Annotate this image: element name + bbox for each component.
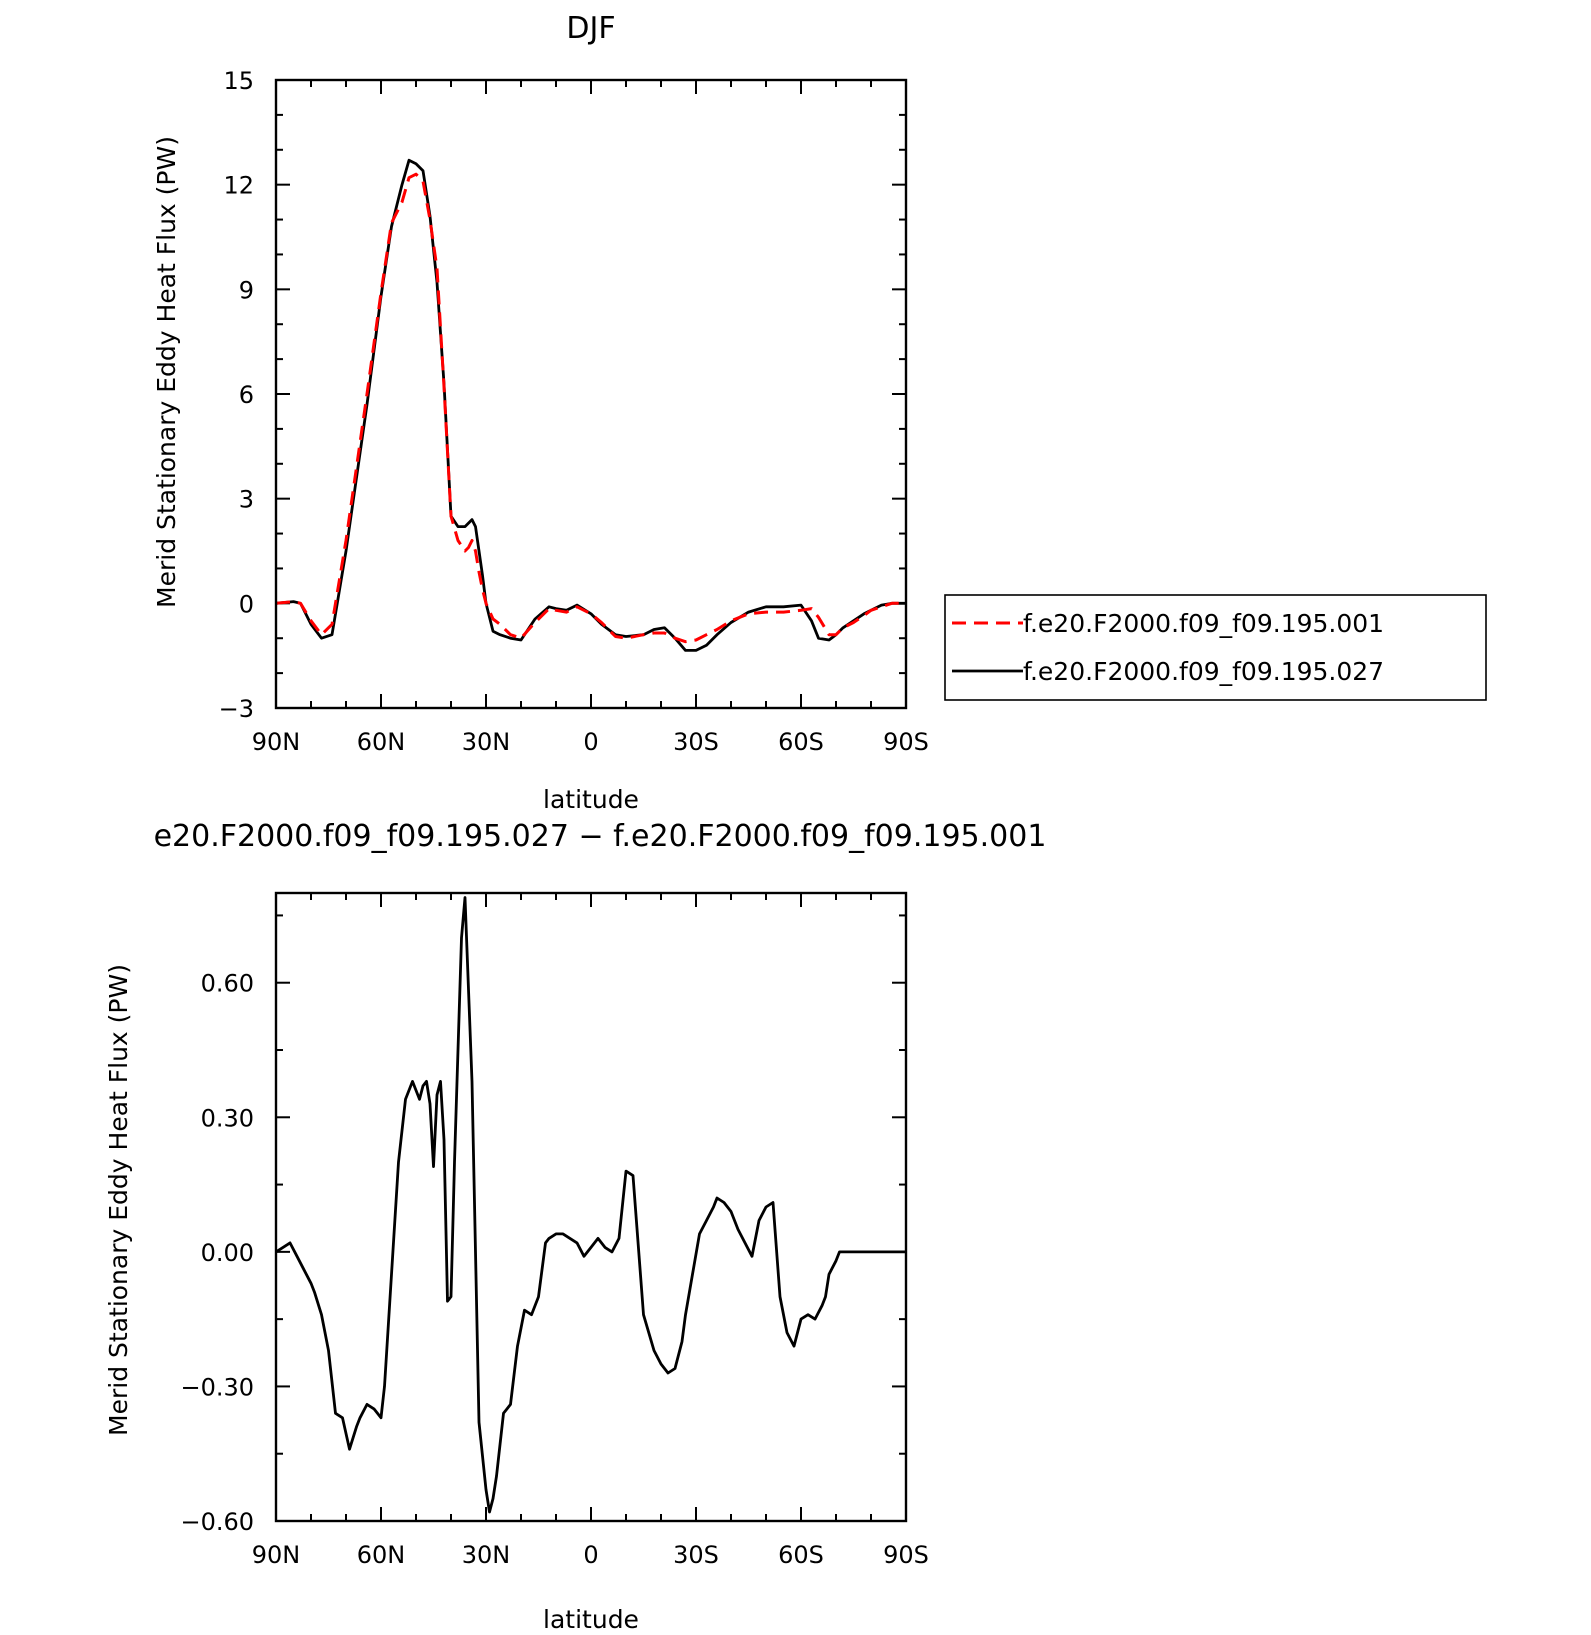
top-x-tick-label: 90N [252,728,301,756]
top-y-tick-label: 0 [239,590,254,618]
top-y-tick-label: 12 [223,172,254,200]
bottom-y-tick-label: 0.60 [201,970,254,998]
bottom-x-axis-label: latitude [543,1605,639,1634]
bottom-series-lines [275,896,906,1514]
top-x-tick-label: 30S [673,728,719,756]
bottom-series-line-0 [275,896,906,1514]
top-chart-title: DJF [566,11,615,46]
bottom-x-tick-label: 30S [673,1541,719,1569]
legend-box [944,594,1487,701]
top-axis-ticks: 90N 60N 30N 0 30S 60S 90S −3 0 3 6 9 12 15 [219,67,929,756]
top-y-tick-label: 9 [239,276,254,304]
legend-label-001: f.e20.F2000.f09_f09.195.001 [1023,609,1384,638]
legend-label-027: f.e20.F2000.f09_f09.195.027 [1023,657,1384,686]
top-y-tick-label: 6 [239,381,254,409]
top-x-tick-label: 60N [357,728,406,756]
bottom-x-tick-label: 30N [462,1541,511,1569]
top-y-tick-label: −3 [219,695,254,723]
bottom-y-tick-label: −0.60 [180,1508,254,1536]
top-x-tick-label: 0 [583,728,598,756]
top-panel: DJF Merid Stationary Eddy Heat Flux (PW)… [152,11,1487,814]
bottom-x-tick-label: 60S [778,1541,824,1569]
bottom-panel: e20.F2000.f09_f09.195.027 − f.e20.F2000.… [104,819,1046,1634]
top-series-line-1 [275,158,906,652]
bottom-y-tick-label: −0.30 [180,1373,254,1401]
top-y-tick-label: 15 [223,67,254,95]
bottom-x-tick-label: 90S [883,1541,929,1569]
bottom-x-tick-label: 0 [583,1541,598,1569]
bottom-axis-ticks: 90N 60N 30N 0 30S 60S 90S −0.60 −0.30 0.00 0.30 0.6… [180,893,929,1569]
top-series-lines [275,158,906,652]
legend: f.e20.F2000.f09_f09.195.001 f.e20.F2000.… [944,594,1487,701]
bottom-x-tick-label: 60N [357,1541,406,1569]
top-series-line-0 [275,172,906,644]
top-x-axis-label: latitude [543,785,639,814]
top-x-tick-label: 30N [462,728,511,756]
top-x-tick-label: 60S [778,728,824,756]
bottom-chart-title: e20.F2000.f09_f09.195.027 − f.e20.F2000.… [154,819,1047,854]
top-y-tick-label: 3 [239,486,254,514]
bottom-y-tick-label: 0.00 [201,1239,254,1267]
bottom-plot-frame [274,891,908,1523]
bottom-y-tick-label: 0.30 [201,1104,254,1132]
bottom-x-tick-label: 90N [252,1541,301,1569]
top-x-tick-label: 90S [883,728,929,756]
top-y-axis-label: Merid Stationary Eddy Heat Flux (PW) [152,136,181,608]
bottom-y-axis-label: Merid Stationary Eddy Heat Flux (PW) [104,964,133,1436]
top-plot-frame [274,78,908,710]
